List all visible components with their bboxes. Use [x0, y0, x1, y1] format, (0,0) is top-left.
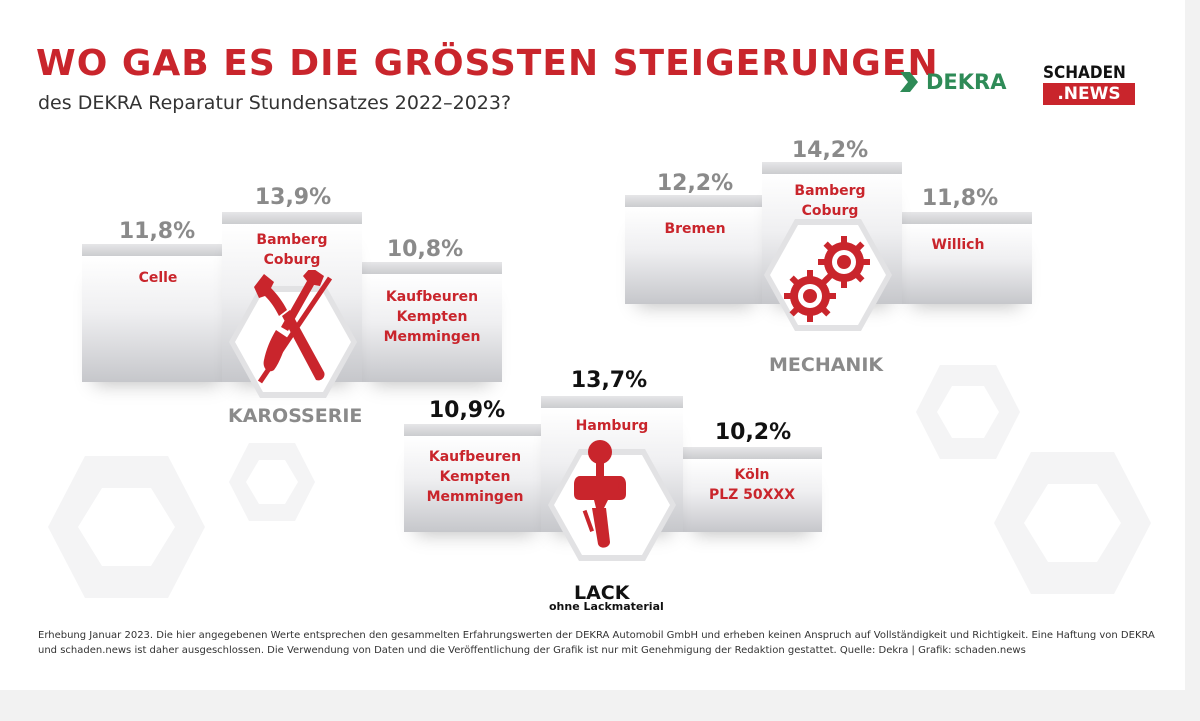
- karosserie-left-step-top: [82, 244, 232, 257]
- mechanik-center-city-2: Coburg: [801, 203, 859, 219]
- mechanik-center-city: Bamberg Coburg: [778, 181, 882, 221]
- bottom-margin: [0, 690, 1185, 721]
- karosserie-hexagon-badge: [229, 286, 357, 398]
- karosserie-right-step-top: [360, 262, 502, 275]
- karosserie-label: KAROSSERIE: [228, 405, 363, 427]
- schaden-news-logo: SCHADEN .NEWS: [1043, 63, 1139, 105]
- karosserie-right-percent: 10,8%: [386, 237, 464, 262]
- lack-center-city: Hamburg: [575, 418, 649, 434]
- dekra-logo-text: DEKRA: [926, 70, 1007, 94]
- mechanik-label: MECHANIK: [769, 354, 884, 376]
- lack-left-step: [404, 436, 546, 532]
- lack-left-city-3: Memmingen: [426, 489, 524, 505]
- lack-left-city-1: Kaufbeuren: [428, 449, 522, 465]
- right-margin: [1185, 0, 1200, 721]
- mechanik-right-city: Willich: [931, 237, 985, 253]
- decorative-hexagon: [229, 443, 315, 521]
- lack-sublabel: ohne Lackmaterial: [549, 600, 664, 613]
- lack-right-percent: 10,2%: [714, 420, 792, 445]
- karosserie-center-city-2: Coburg: [263, 252, 321, 268]
- lack-left-percent: 10,9%: [428, 398, 506, 423]
- mechanik-center-step-top: [762, 162, 902, 175]
- karosserie-left-percent: 11,8%: [118, 219, 196, 244]
- karosserie-center-city: Bamberg Coburg: [240, 230, 344, 270]
- mechanik-center-percent: 14,2%: [791, 138, 869, 163]
- karosserie-right-city-1: Kaufbeuren: [385, 289, 479, 305]
- disclaimer-footer: Erhebung Januar 2023. Die hier angegeben…: [38, 630, 1155, 656]
- wrench-screwdriver-icon: [254, 270, 333, 384]
- karosserie-right-city-3: Memmingen: [383, 329, 481, 345]
- lack-left-cities: Kaufbeuren Kempten Memmingen: [410, 447, 540, 507]
- lack-left-step-top: [404, 424, 546, 437]
- lack-center-step-top: [541, 396, 683, 409]
- lack-right-city-1: Köln: [734, 467, 770, 483]
- mechanik-left-step-top: [625, 195, 765, 208]
- infographic: WO GAB ES DIE GRÖSSTEN STEIGERUNGEN des …: [36, 43, 1155, 656]
- decorative-hexagon: [916, 365, 1020, 459]
- lack-right-step-top: [682, 447, 822, 460]
- karosserie-right-step: [360, 274, 502, 382]
- lack-left-city-2: Kempten: [439, 469, 511, 485]
- lack-right-cities: Köln PLZ 50XXX: [700, 465, 804, 505]
- spray-gun-icon: [574, 440, 626, 548]
- decorative-hexagon: [994, 452, 1151, 594]
- karosserie-center-step-top: [222, 212, 362, 225]
- mechanik-left-step: [625, 207, 765, 304]
- karosserie-center-percent: 13,9%: [254, 185, 332, 210]
- lack-label: LACK: [574, 582, 630, 604]
- karosserie-left-city: Celle: [138, 270, 178, 286]
- page-title: WO GAB ES DIE GRÖSSTEN STEIGERUNGEN: [36, 43, 939, 84]
- mechanik-left-percent: 12,2%: [656, 171, 734, 196]
- mechanik-center-city-1: Bamberg: [794, 183, 866, 199]
- mechanik-right-step: [900, 224, 1032, 304]
- schaden-news-logo-bottom: .NEWS: [1043, 83, 1135, 105]
- mechanik-right-percent: 11,8%: [921, 186, 999, 211]
- dekra-chevron-icon: [900, 72, 918, 92]
- karosserie-left-step: [82, 256, 232, 382]
- lack-right-step: [682, 459, 822, 532]
- karosserie-center-city-1: Bamberg: [256, 232, 328, 248]
- schaden-news-logo-top: SCHADEN: [1043, 63, 1126, 83]
- mechanik-right-step-top: [900, 212, 1032, 225]
- lack-right-city-2: PLZ 50XXX: [708, 487, 796, 503]
- gears-icon: [784, 236, 870, 322]
- dekra-logo: DEKRA: [898, 70, 1006, 94]
- page-subtitle: des DEKRA Reparatur Stundensatzes 2022–2…: [38, 92, 512, 114]
- lack-center-percent: 13,7%: [570, 368, 648, 393]
- mechanik-left-city: Bremen: [664, 221, 726, 237]
- karosserie-right-cities: Kaufbeuren Kempten Memmingen: [366, 287, 498, 347]
- karosserie-right-city-2: Kempten: [396, 309, 468, 325]
- decorative-hexagon: [48, 456, 205, 598]
